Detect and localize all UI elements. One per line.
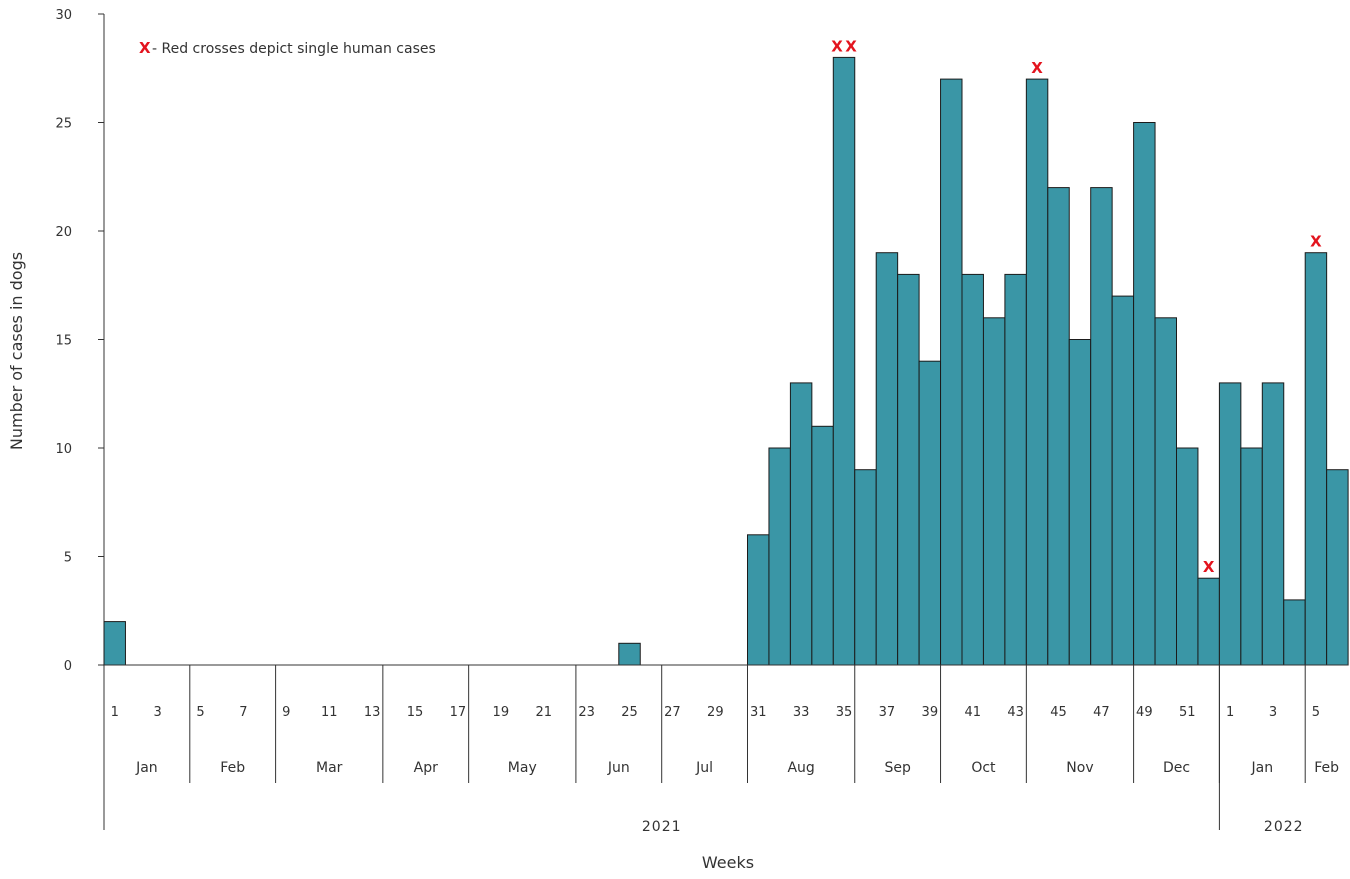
y-tick-label: 5 — [64, 551, 72, 566]
bar — [789, 382, 813, 666]
month-label: Feb — [1314, 760, 1339, 776]
bar — [811, 425, 834, 666]
y-tick-label: 15 — [55, 334, 72, 349]
week-tick-label: 7 — [239, 705, 247, 720]
bar — [918, 360, 942, 666]
week-tick-label: 3 — [1269, 705, 1277, 720]
month-label: Jun — [607, 760, 630, 776]
week-tick-label: 17 — [450, 705, 467, 720]
bar — [1197, 577, 1220, 666]
bar — [1004, 273, 1027, 666]
month-label: Mar — [316, 760, 343, 776]
bar — [1047, 187, 1070, 666]
legend-text: - Red crosses depict single human cases — [152, 41, 436, 57]
bar — [1111, 295, 1135, 666]
week-tick-label: 39 — [922, 705, 939, 720]
week-tick-label: 51 — [1179, 705, 1196, 720]
month-label: Oct — [971, 760, 996, 776]
month-label: May — [508, 760, 537, 776]
bar — [1261, 382, 1285, 666]
week-tick-label: 35 — [836, 705, 853, 720]
human-case-cross: X — [831, 37, 843, 55]
week-tick-label: 5 — [196, 705, 204, 720]
month-label: Feb — [220, 760, 245, 776]
week-tick-label: 9 — [282, 705, 290, 720]
week-tick-label: 5 — [1312, 705, 1320, 720]
month-label: Jul — [695, 760, 713, 776]
week-tick-label: 41 — [964, 705, 981, 720]
bar — [1304, 252, 1328, 666]
year-label: 2021 — [642, 819, 682, 835]
week-tick-label: 29 — [707, 705, 724, 720]
bar — [1025, 78, 1049, 666]
week-tick-label: 23 — [578, 705, 595, 720]
legend-cross-marker: X — [139, 39, 151, 57]
bar — [1133, 122, 1156, 666]
bar — [832, 56, 856, 666]
week-tick-label: 11 — [321, 705, 338, 720]
year-label: 2022 — [1264, 819, 1304, 835]
month-label: Jan — [1251, 760, 1274, 776]
week-tick-label: 31 — [750, 705, 767, 720]
y-axis: 0 5 10 15 20 25 30 — [55, 8, 105, 830]
week-tick-label: 1 — [1226, 705, 1234, 720]
bar — [897, 273, 920, 666]
month-label: Sep — [884, 760, 911, 776]
week-tick-label: 15 — [407, 705, 424, 720]
human-case-cross: X — [1310, 233, 1322, 251]
week-tick-label: 19 — [493, 705, 510, 720]
week-tick-label: 3 — [153, 705, 161, 720]
bar — [982, 317, 1006, 666]
bar — [1283, 599, 1306, 666]
week-tick-label: 1 — [111, 705, 119, 720]
bar — [961, 273, 984, 666]
y-tick-label: 0 — [64, 659, 72, 674]
y-axis-title: Number of cases in dogs — [7, 252, 26, 450]
human-case-cross: X — [1031, 59, 1043, 77]
x-axis-title: Weeks — [702, 853, 754, 872]
x-axis: 1 3 5 7 9 11 13 15 17 19 21 23 25 27 29 31 33 35 37 39 41 43 4… — [104, 664, 1349, 835]
y-tick-label: 30 — [55, 8, 72, 23]
legend: X - Red crosses depict single human case… — [139, 39, 436, 57]
week-tick-label: 27 — [664, 705, 681, 720]
bar — [940, 78, 963, 666]
week-tick-label: 21 — [535, 705, 552, 720]
bar — [618, 642, 641, 666]
human-case-cross: X — [845, 37, 857, 55]
week-tick-label: 49 — [1136, 705, 1153, 720]
bar — [875, 252, 899, 666]
bar — [1326, 469, 1349, 666]
human-case-cross: X — [1203, 558, 1215, 576]
y-tick-label: 10 — [55, 442, 72, 457]
month-label: Dec — [1163, 760, 1190, 776]
week-tick-label: 47 — [1093, 705, 1110, 720]
week-tick-label: 13 — [364, 705, 381, 720]
y-tick-label: 25 — [55, 117, 72, 132]
bar — [1068, 339, 1092, 666]
y-tick-label: 20 — [55, 225, 72, 240]
month-label: Aug — [787, 760, 814, 776]
month-label: Nov — [1066, 760, 1093, 776]
bar — [1090, 187, 1113, 666]
week-tick-label: 33 — [793, 705, 810, 720]
bar — [1240, 447, 1263, 666]
month-label: Apr — [414, 760, 438, 776]
week-tick-label: 45 — [1050, 705, 1067, 720]
bar — [1154, 317, 1178, 666]
bar-series — [103, 56, 1349, 666]
bar — [747, 534, 770, 666]
bar — [768, 447, 791, 666]
month-label: Jan — [135, 760, 158, 776]
bar — [103, 621, 126, 666]
week-tick-label: 37 — [879, 705, 896, 720]
bar — [1218, 382, 1242, 666]
bar — [854, 469, 877, 666]
week-tick-label: 43 — [1007, 705, 1024, 720]
week-tick-label: 25 — [621, 705, 638, 720]
bar — [1176, 447, 1199, 666]
